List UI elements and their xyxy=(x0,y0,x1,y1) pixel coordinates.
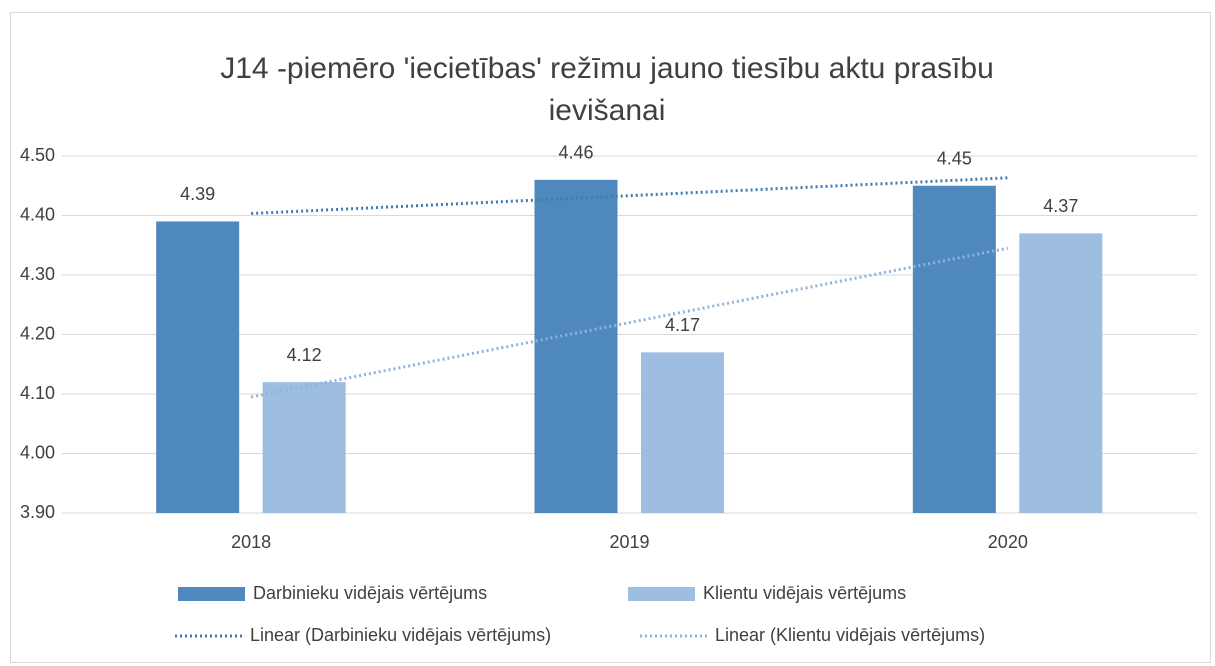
title-line: ievišanai xyxy=(549,94,666,127)
legend-label: Klientu vidējais vērtējums xyxy=(703,583,906,603)
legend-label: Darbinieku vidējais vērtējums xyxy=(253,583,487,603)
y-tick-label: 4.00 xyxy=(20,442,55,462)
trendline xyxy=(250,246,1009,399)
y-tick-label: 4.10 xyxy=(20,383,55,403)
x-tick-label: 2019 xyxy=(609,532,649,552)
title-line: J14 -piemēro 'iecietības' režīmu jauno t… xyxy=(220,52,994,85)
legend-swatch xyxy=(178,587,245,601)
bar xyxy=(156,221,240,513)
y-tick-label: 4.20 xyxy=(20,323,55,343)
bar xyxy=(912,185,996,513)
bar xyxy=(262,382,346,513)
x-tick-label: 2020 xyxy=(988,532,1028,552)
y-tick-label: 4.50 xyxy=(20,145,55,165)
data-label: 4.45 xyxy=(937,149,972,169)
y-tick-label: 3.90 xyxy=(20,502,55,522)
y-tick-label: 4.30 xyxy=(20,264,55,284)
x-tick-label: 2018 xyxy=(231,532,271,552)
bar xyxy=(534,179,618,514)
trendline xyxy=(251,176,1008,216)
chart-title: J14 -piemēro 'iecietības' režīmu jauno t… xyxy=(220,52,994,127)
data-label: 4.17 xyxy=(665,315,700,335)
bar xyxy=(641,352,724,513)
y-tick-label: 4.40 xyxy=(20,204,55,224)
legend-swatch xyxy=(628,587,695,601)
data-label: 4.46 xyxy=(558,143,593,163)
bar xyxy=(1019,233,1103,513)
data-label: 4.39 xyxy=(180,184,215,204)
data-label: 4.12 xyxy=(287,345,322,365)
legend-label: Linear (Darbinieku vidējais vērtējums) xyxy=(250,625,551,645)
data-label: 4.37 xyxy=(1043,196,1078,216)
legend-label: Linear (Klientu vidējais vērtējums) xyxy=(715,625,985,645)
